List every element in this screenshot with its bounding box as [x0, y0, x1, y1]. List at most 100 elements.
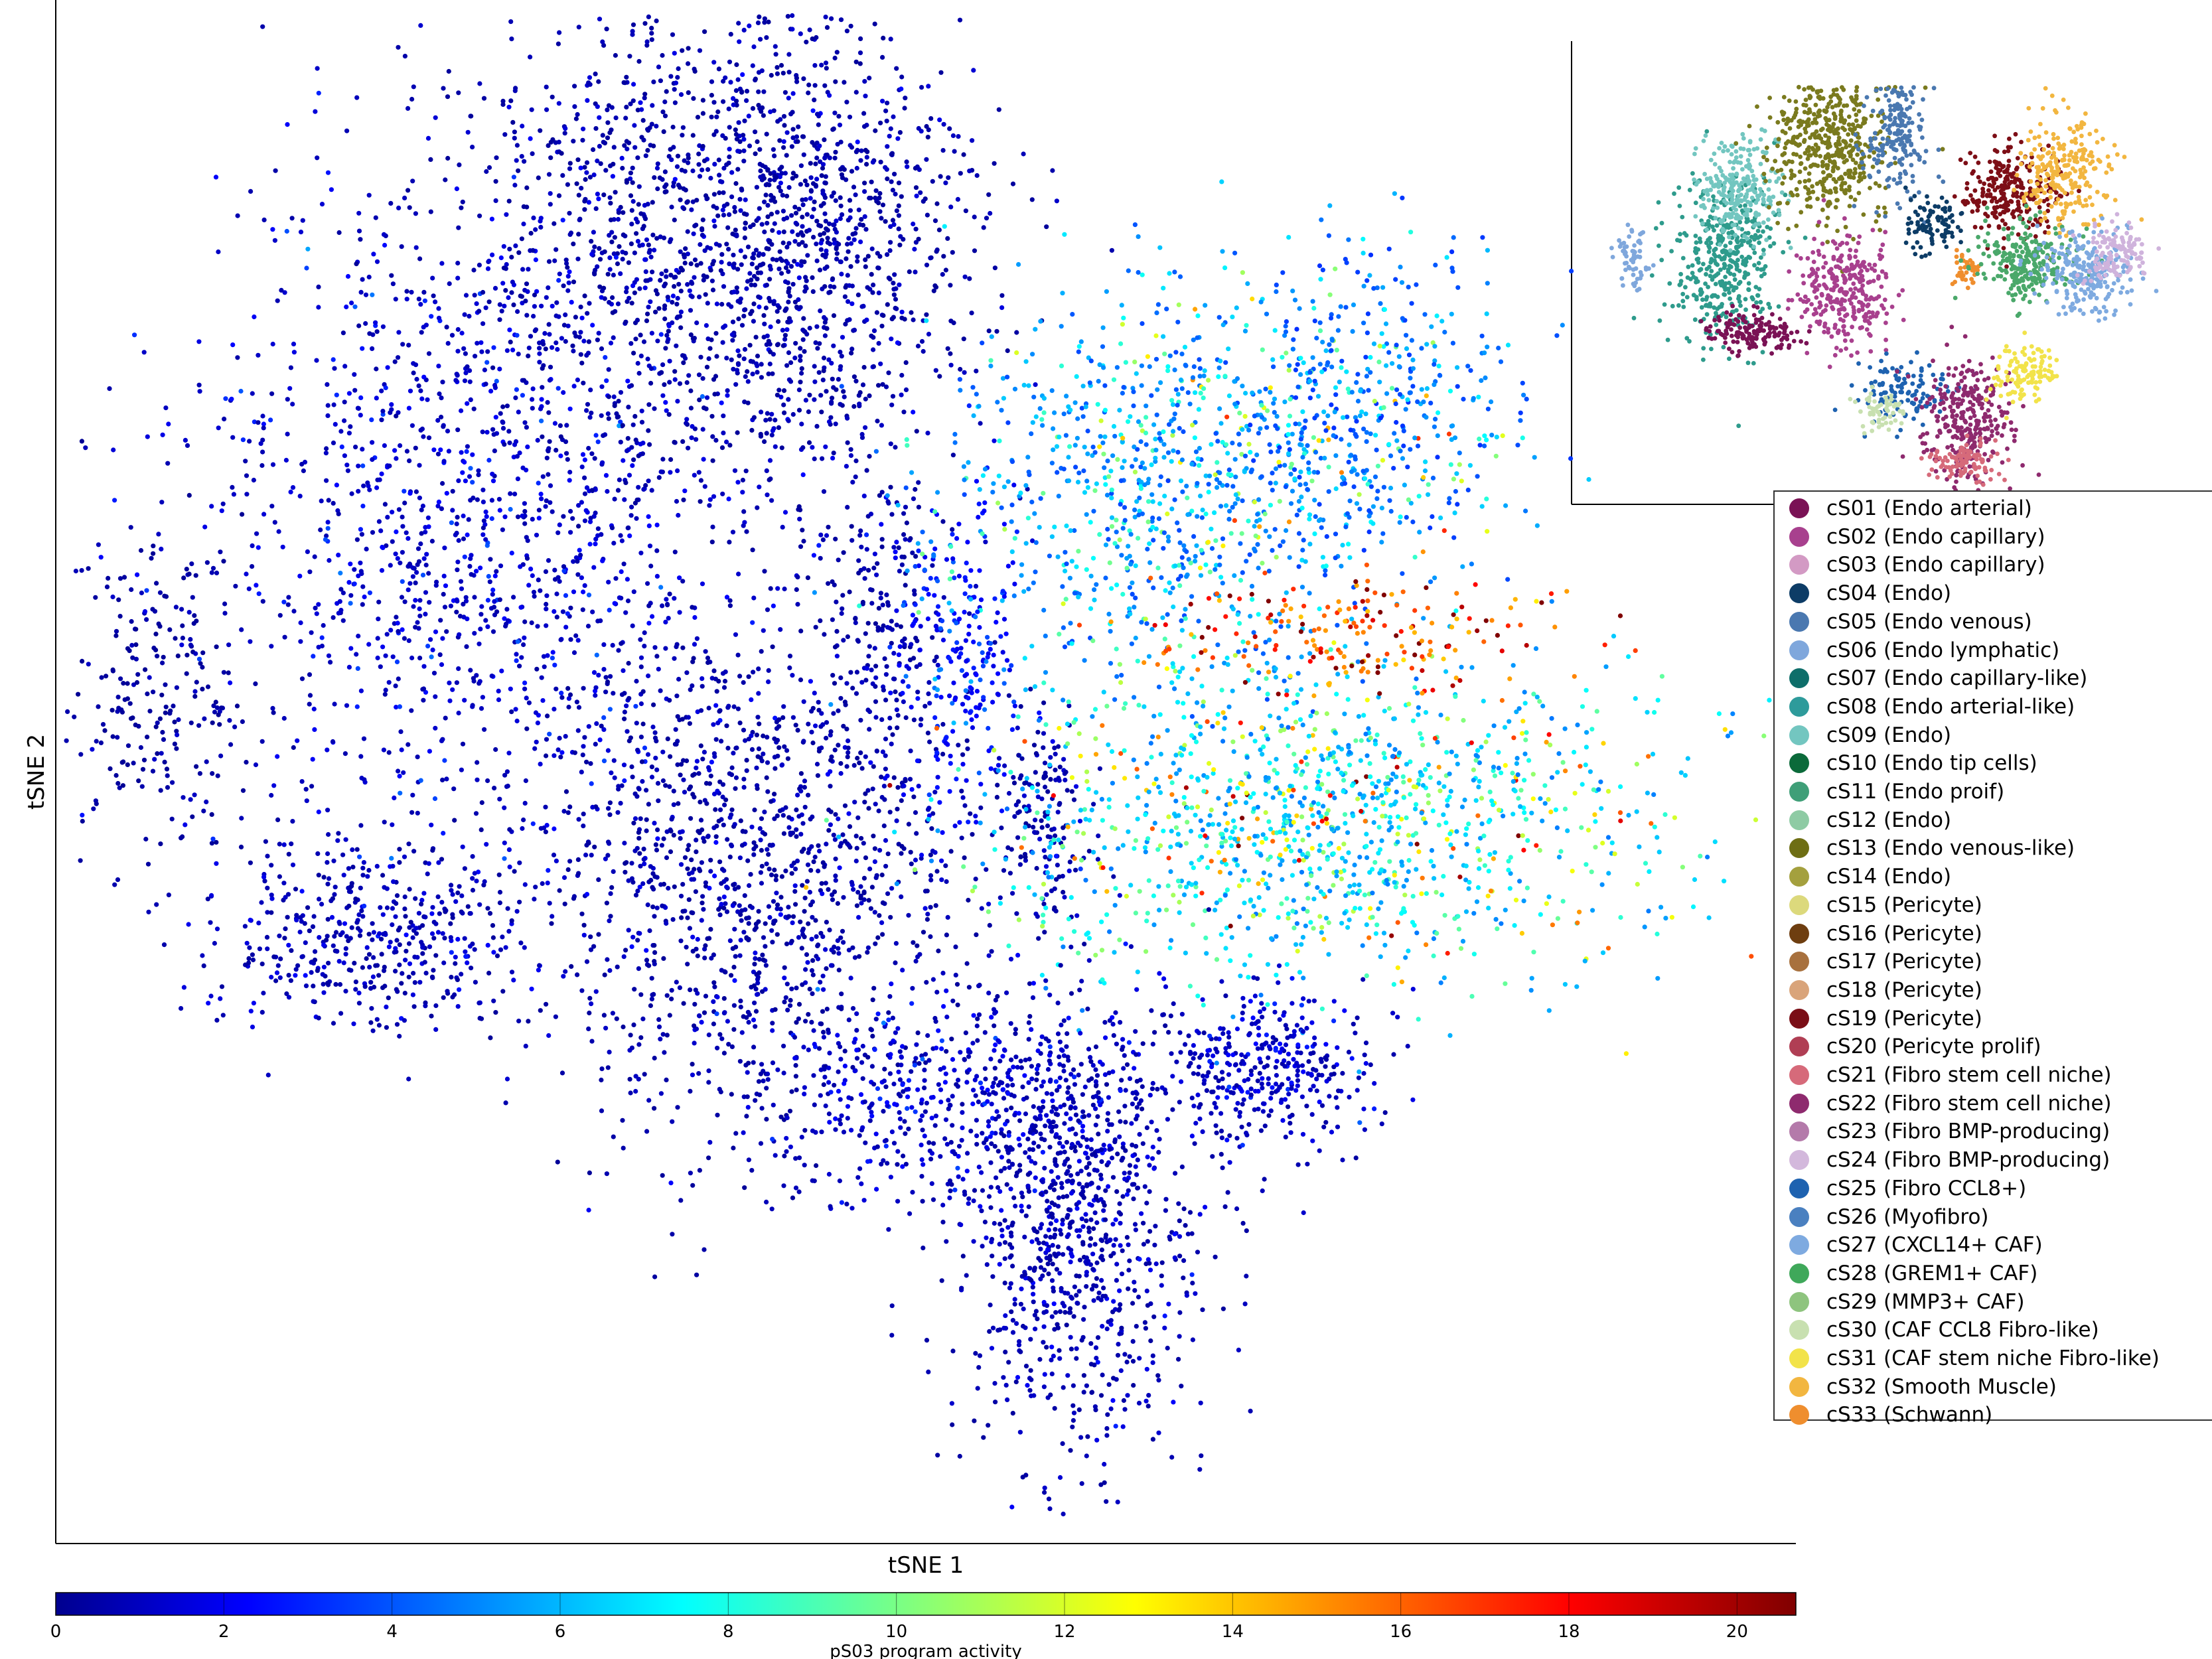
scatter-point [911, 317, 916, 323]
scatter-point [553, 447, 559, 453]
scatter-point [158, 788, 163, 793]
scatter-point [664, 274, 669, 279]
scatter-point [544, 753, 549, 758]
scatter-point [456, 225, 461, 230]
scatter-point [321, 622, 326, 628]
scatter-point [402, 54, 408, 59]
scatter-point [204, 560, 210, 565]
scatter-point [603, 1025, 609, 1031]
scatter-point [700, 217, 705, 222]
scatter-point [933, 1019, 938, 1024]
scatter-point [485, 906, 490, 911]
scatter-point [518, 940, 524, 946]
scatter-point [420, 951, 425, 956]
scatter-point [286, 995, 292, 1000]
scatter-point [211, 703, 216, 709]
scatter-point [362, 780, 368, 785]
scatter-point [335, 838, 340, 843]
scatter-point [352, 372, 357, 377]
scatter-point [652, 1274, 658, 1279]
scatter-point [687, 926, 692, 931]
scatter-point [926, 691, 931, 697]
scatter-point [783, 995, 788, 1000]
scatter-point [516, 1019, 522, 1024]
scatter-point [518, 564, 523, 569]
scatter-point [406, 587, 411, 593]
scatter-point [593, 693, 598, 698]
scatter-point [646, 250, 652, 255]
scatter-point [764, 131, 769, 137]
scatter-point [712, 224, 717, 229]
scatter-point [390, 822, 395, 828]
scatter-point [629, 1045, 635, 1050]
scatter-point [360, 965, 366, 970]
scatter-point [508, 339, 513, 344]
scatter-point [766, 338, 771, 344]
scatter-point [468, 466, 473, 471]
scatter-point [836, 743, 841, 748]
scatter-point [488, 388, 494, 394]
scatter-point [646, 363, 652, 368]
scatter-point [462, 866, 468, 871]
scatter-point [690, 870, 695, 875]
scatter-point [824, 25, 830, 31]
scatter-point [759, 262, 764, 267]
scatter-point [369, 417, 374, 423]
scatter-point [751, 1017, 757, 1023]
scatter-point [646, 305, 651, 310]
scatter-point [567, 469, 573, 475]
scatter-point [546, 558, 552, 563]
scatter-point [711, 668, 717, 674]
scatter-point [833, 149, 838, 155]
scatter-point [695, 115, 701, 120]
scatter-point [756, 908, 761, 914]
scatter-point [810, 108, 816, 113]
scatter-point [793, 866, 798, 872]
scatter-point [861, 111, 867, 116]
scatter-point [539, 675, 544, 680]
scatter-point [597, 115, 602, 120]
scatter-point [655, 827, 660, 833]
scatter-point [735, 430, 740, 435]
scatter-point [764, 775, 769, 780]
scatter-point [450, 994, 455, 1000]
scatter-point [157, 590, 163, 595]
scatter-point [589, 1039, 595, 1044]
scatter-point [615, 251, 621, 256]
scatter-point [773, 44, 778, 49]
scatter-point [528, 54, 533, 60]
scatter-point [593, 685, 599, 690]
scatter-point [757, 826, 763, 831]
scatter-point [793, 1185, 799, 1190]
scatter-point [553, 247, 559, 252]
scatter-point [610, 1011, 616, 1016]
scatter-point [822, 333, 828, 338]
scatter-point [671, 184, 676, 189]
scatter-point [492, 599, 497, 605]
scatter-point [856, 914, 861, 920]
scatter-point [838, 203, 844, 208]
scatter-point [552, 258, 557, 263]
scatter-point [710, 287, 716, 293]
scatter-point [943, 863, 948, 869]
scatter-point [269, 863, 274, 868]
scatter-point [629, 301, 634, 306]
scatter-point [327, 876, 332, 881]
scatter-point [628, 171, 634, 176]
scatter-point [477, 679, 482, 684]
scatter-point [798, 919, 803, 924]
scatter-point [445, 94, 451, 100]
scatter-point [954, 981, 960, 987]
scatter-point [662, 382, 667, 388]
scatter-point [643, 153, 648, 159]
scatter-point [559, 336, 565, 341]
scatter-point [218, 705, 224, 711]
scatter-point [864, 317, 869, 323]
scatter-point [711, 100, 717, 105]
scatter-point [758, 870, 763, 875]
scatter-point [786, 825, 792, 830]
scatter-point [721, 99, 726, 104]
scatter-point [507, 327, 512, 332]
scatter-point [186, 571, 192, 577]
scatter-point [522, 882, 528, 887]
